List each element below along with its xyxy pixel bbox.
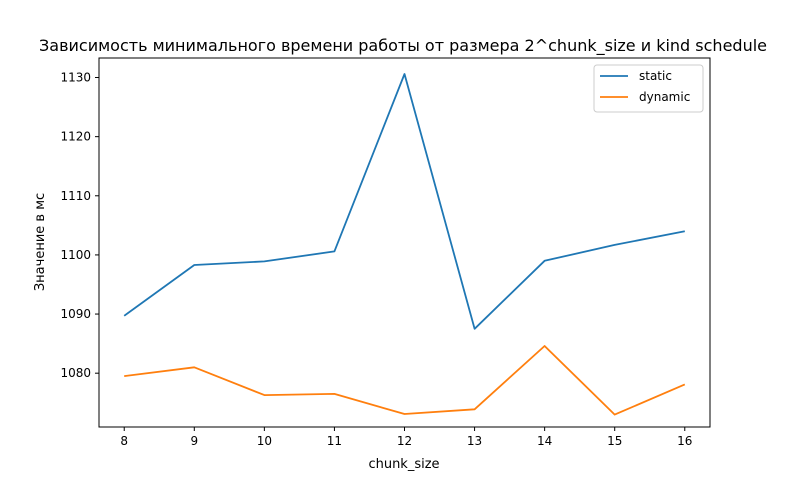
series-lines: [123, 73, 686, 416]
y-tick-label: 1110: [60, 189, 91, 203]
y-tick-label: 1080: [60, 366, 91, 380]
y-tick-label: 1120: [60, 130, 91, 144]
x-tick-label: 10: [257, 434, 272, 448]
x-tick-label: 13: [467, 434, 482, 448]
legend-label-static: static: [639, 69, 672, 83]
x-tick-label: 12: [397, 434, 412, 448]
y-tick-label: 1130: [60, 71, 91, 85]
x-tick-label: 16: [677, 434, 692, 448]
x-tick-label: 11: [327, 434, 342, 448]
y-axis-ticks: 1080 1090 1100 1110 1120 1130: [60, 71, 99, 380]
x-tick-label: 14: [537, 434, 552, 448]
chart-title: Зависимость минимального времени работы …: [39, 36, 767, 56]
legend-label-dynamic: dynamic: [639, 90, 690, 104]
y-tick-label: 1100: [60, 248, 91, 262]
x-tick-label: 15: [607, 434, 622, 448]
x-tick-label: 9: [190, 434, 198, 448]
y-axis-label: Значение в мс: [33, 193, 48, 291]
legend: static dynamic: [593, 64, 704, 113]
x-axis-label: chunk_size: [368, 457, 439, 472]
series-line-static: [123, 73, 685, 330]
x-axis-ticks: 8 9 10 11 12 13 14 15 16: [120, 427, 692, 448]
plot-area: [98, 57, 711, 428]
series-line-dynamic: [124, 345, 686, 416]
plot-frame: [98, 57, 711, 428]
y-tick-label: 1090: [60, 307, 91, 321]
x-tick-label: 8: [120, 434, 128, 448]
